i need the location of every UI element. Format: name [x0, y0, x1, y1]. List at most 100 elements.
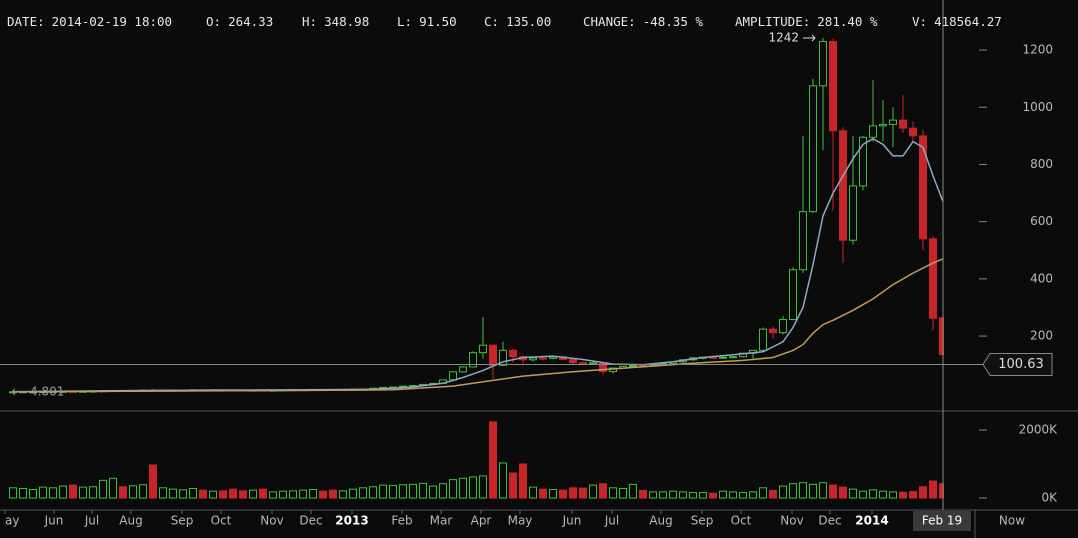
candle-body — [479, 344, 487, 354]
volume-bar — [889, 491, 897, 499]
y-tick-label: 800 — [1030, 157, 1053, 171]
x-tick-label: Aug — [649, 514, 672, 528]
candle-body — [569, 359, 577, 364]
volume-bar — [79, 486, 87, 499]
x-tick-label: Dec — [299, 514, 322, 528]
x-tick-label: Mar — [430, 514, 453, 528]
volume-bar — [689, 492, 697, 499]
x-tick-label: Jun — [562, 514, 582, 528]
volume-bar — [599, 483, 607, 499]
y-tick-label: 2000K — [1019, 423, 1059, 437]
volume-bar — [29, 488, 37, 499]
volume-bar — [839, 486, 847, 499]
candle-body — [539, 357, 547, 360]
y-tick-label: 600 — [1030, 214, 1053, 228]
candle-body — [489, 344, 497, 366]
x-tick-label: Nov — [260, 514, 283, 528]
volume-bar — [699, 492, 707, 499]
volume-bar — [639, 490, 647, 499]
volume-bar — [709, 492, 717, 499]
candle-body — [589, 362, 597, 365]
volume-bar — [109, 477, 117, 499]
x-tick-label: May — [508, 514, 533, 528]
candle-body — [869, 125, 877, 138]
volume-bar — [539, 488, 547, 499]
volume-bar — [659, 491, 667, 499]
x-tick-label: Apr — [471, 514, 492, 528]
candle-body — [769, 328, 777, 334]
volume-bar — [869, 489, 877, 499]
volume-bar — [389, 484, 397, 499]
candle-body — [899, 119, 907, 129]
header-field: C: 135.00 — [484, 14, 551, 29]
x-tick-label: Sep — [171, 514, 194, 528]
volume-bar — [809, 483, 817, 499]
volume-bar — [459, 477, 467, 499]
volume-bar — [719, 490, 727, 499]
candle-body — [509, 349, 517, 358]
candle-body — [839, 130, 847, 241]
x-tick-label: Dec — [818, 514, 841, 528]
volume-bar — [549, 488, 557, 499]
header-field: O: 264.33 — [206, 14, 273, 29]
candle-body — [449, 371, 457, 381]
volume-bar — [779, 485, 787, 499]
volume-bar — [159, 487, 167, 499]
header-label: O: — [206, 14, 222, 29]
volume-bar — [19, 487, 27, 499]
header-label: H: — [302, 14, 318, 29]
header-field: L: 91.50 — [397, 14, 457, 29]
volume-bar — [829, 484, 837, 499]
candle-body — [919, 135, 927, 240]
volume-bar — [59, 485, 67, 499]
volume-bar — [409, 483, 417, 499]
x-tick-label: Nov — [780, 514, 803, 528]
volume-bar — [9, 487, 17, 499]
volume-bar — [289, 490, 297, 499]
y-tick-label: 400 — [1030, 271, 1053, 285]
volume-bar — [749, 491, 757, 499]
x-tick-label: Aug — [119, 514, 142, 528]
y-tick-label: 0K — [1041, 490, 1058, 504]
x-tick-label: Sep — [691, 514, 714, 528]
volume-bar — [849, 488, 857, 499]
low-arrow — [11, 388, 24, 396]
volume-bar — [519, 463, 527, 499]
volume-bar — [209, 490, 217, 499]
header-label: L: — [397, 14, 413, 29]
max-arrow — [803, 34, 816, 42]
volume-bar — [379, 484, 387, 499]
header-field: CHANGE: -48.35 % — [583, 14, 703, 29]
candle-body — [469, 352, 477, 368]
candle-body — [799, 211, 807, 271]
volume-bar — [669, 490, 677, 499]
candle-body — [579, 362, 587, 365]
header-field: V: 418564.27 — [912, 14, 1002, 29]
volume-bar — [649, 491, 657, 499]
candle-body — [529, 357, 537, 361]
candle-body — [789, 269, 797, 320]
candle-body — [889, 119, 897, 125]
header-value: 135.00 — [506, 14, 552, 29]
volume-bar — [769, 490, 777, 499]
x-tick-label: ay — [5, 514, 19, 528]
volume-bar — [879, 490, 887, 499]
volume-bar — [309, 488, 317, 499]
volume-bar — [219, 490, 227, 499]
header-label: AMPLITUDE: — [735, 14, 811, 29]
volume-bar — [789, 483, 797, 499]
volume-bar — [759, 487, 767, 499]
volume-bar — [529, 486, 537, 499]
volume-bar — [479, 475, 487, 499]
volume-bar — [559, 489, 567, 499]
volume-bar — [259, 488, 267, 499]
volume-bar — [419, 482, 427, 499]
header-value: 281.40 % — [817, 14, 878, 29]
volume-bar — [199, 489, 207, 499]
volume-bar — [49, 487, 57, 499]
volume-bar — [69, 484, 77, 499]
volume-bar — [129, 485, 137, 499]
x-tick-label: 2013 — [335, 514, 368, 528]
x-tick-label: 2014 — [855, 514, 888, 528]
